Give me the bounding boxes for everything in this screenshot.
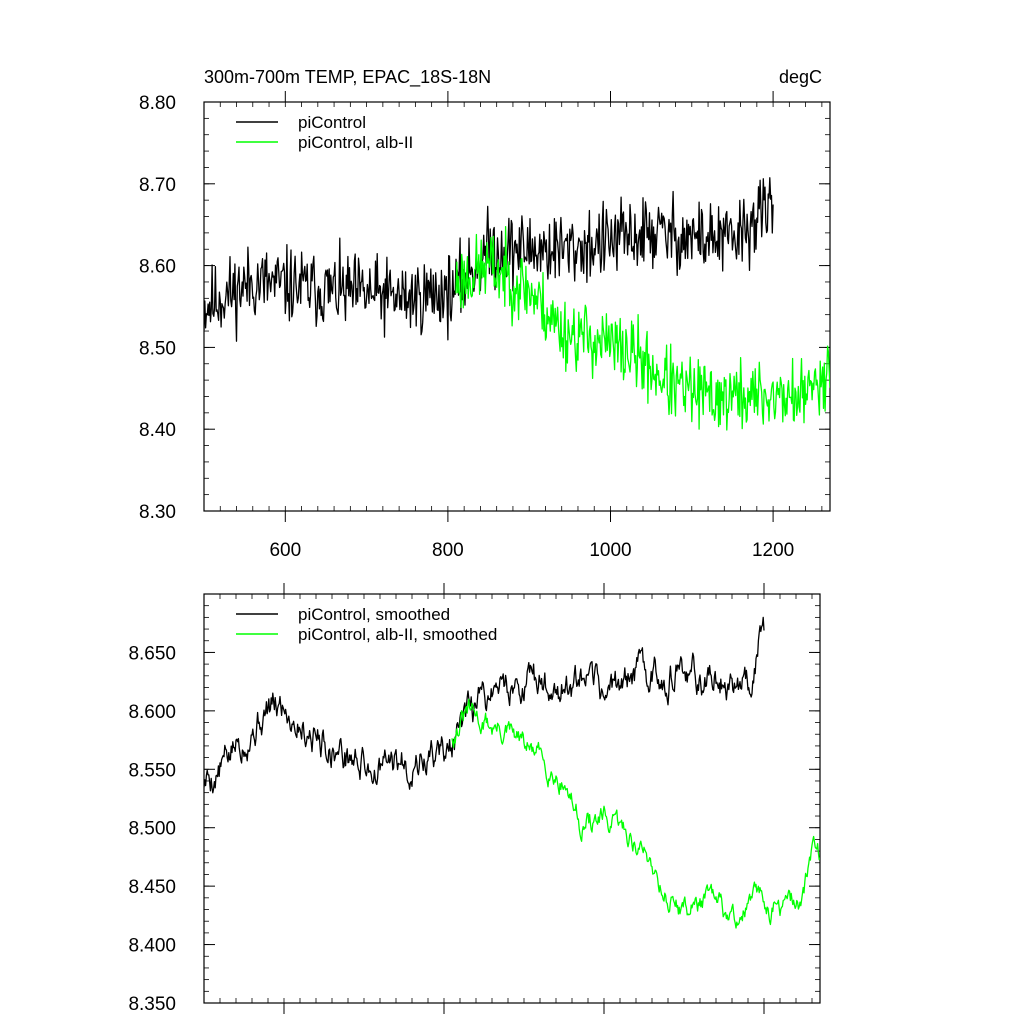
x-tick-label: 800 xyxy=(432,540,464,561)
units-label: degC xyxy=(779,67,822,87)
smoothed-panel: 8.350 8.400 8.450 8.500 8.550 8.600 8.650 piCon… xyxy=(128,583,821,1015)
y-tick-label: 8.400 xyxy=(128,936,176,957)
series-line-picontrol-smoothed xyxy=(204,616,765,794)
y-tick-label: 8.650 xyxy=(128,643,176,664)
plot-frame xyxy=(203,593,821,1004)
legend-label: piControl, alb-II, smoothed xyxy=(298,625,497,644)
y-tick-label: 8.70 xyxy=(139,175,176,196)
y-tick-label: 8.60 xyxy=(139,257,176,278)
plot-frame xyxy=(203,101,831,512)
y-tick-label: 8.80 xyxy=(139,93,176,114)
y-tick-label: 8.600 xyxy=(128,702,176,723)
y-tick-label: 8.350 xyxy=(128,994,176,1015)
y-tick-label: 8.30 xyxy=(139,502,176,523)
series-line-picontrol-alb-ii-smoothed xyxy=(451,698,820,929)
raw-panel: 8.30 8.40 8.50 8.60 8.70 8.80 600 800 1000 1200 pi… xyxy=(139,91,831,561)
legend-label: piControl xyxy=(298,113,366,132)
y-tick-label: 8.40 xyxy=(139,420,176,441)
y-tick-label: 8.550 xyxy=(128,760,176,781)
series-line-picontrol-alb-ii xyxy=(455,226,830,431)
legend-label: piControl, smoothed xyxy=(298,605,450,624)
x-tick-label: 1200 xyxy=(752,540,794,561)
y-tick-label: 8.450 xyxy=(128,877,176,898)
y-tick-label: 8.50 xyxy=(139,338,176,359)
y-tick-label: 8.500 xyxy=(128,819,176,840)
x-tick-label: 1000 xyxy=(589,540,631,561)
legend-label: piControl, alb-II xyxy=(298,133,413,152)
chart-title: 300m-700m TEMP, EPAC_18S-18N xyxy=(204,67,491,88)
series-line-picontrol xyxy=(204,177,774,342)
x-tick-label: 600 xyxy=(269,540,301,561)
